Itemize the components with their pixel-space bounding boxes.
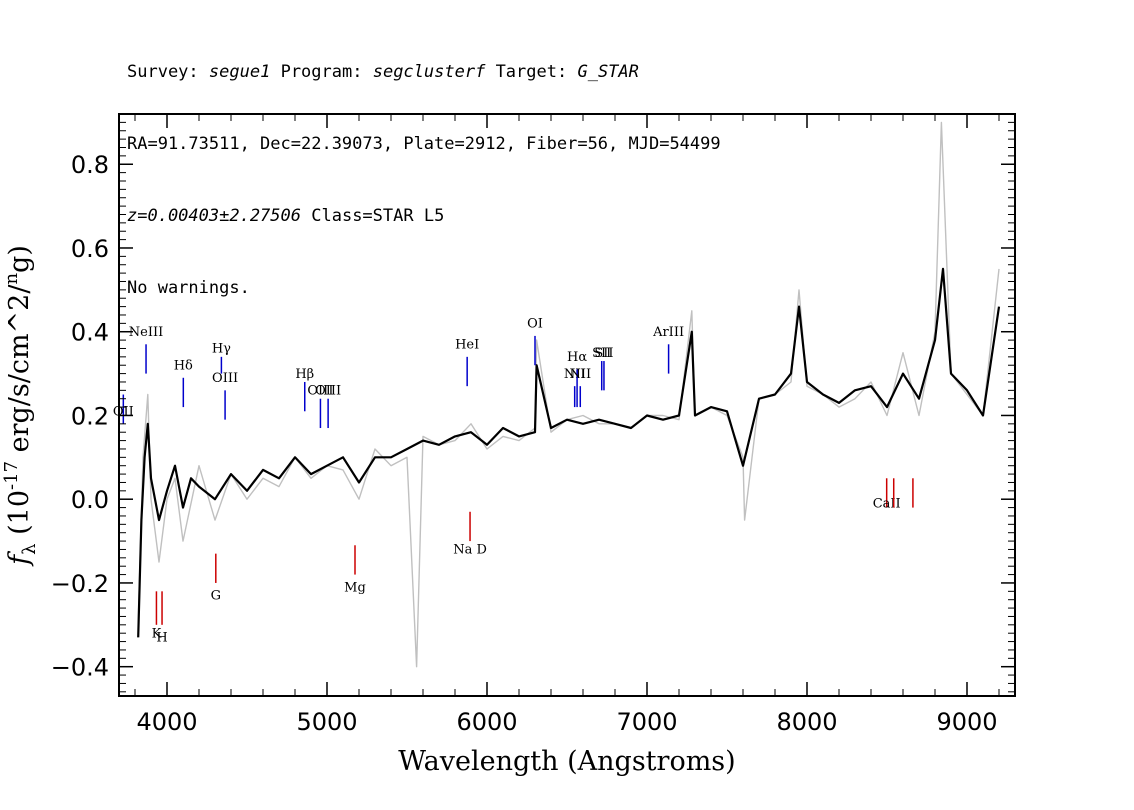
program-value: segclusterf bbox=[372, 62, 486, 82]
x-tick-label: 6000 bbox=[456, 708, 517, 736]
y-tick-label: 0.2 bbox=[71, 402, 109, 430]
spectral-line-label: NII bbox=[564, 367, 586, 382]
y-axis-title-part: erg/s/cm^2/ bbox=[4, 284, 35, 461]
spectral-line-label: OI bbox=[527, 317, 543, 332]
smoothed-flux-layer bbox=[137, 267, 1001, 638]
spectral-line-label: Hδ bbox=[174, 358, 193, 373]
raw-flux-line bbox=[137, 121, 1000, 668]
redshift-line: z=0.00403±2.27506 Class=STAR L5 bbox=[127, 204, 721, 228]
smoothed-flux-line bbox=[137, 267, 1001, 638]
spectral-line-label: NeIII bbox=[129, 325, 163, 340]
spectral-line-label: Hγ bbox=[212, 342, 231, 357]
spectral-line-label: Na D bbox=[453, 543, 487, 558]
class-value: Class=STAR L5 bbox=[311, 206, 445, 226]
x-tick-label: 7000 bbox=[616, 708, 677, 736]
y-tick-label: −0.2 bbox=[51, 570, 109, 598]
x-tick-label: 5000 bbox=[296, 708, 357, 736]
survey-label: Survey: bbox=[127, 62, 199, 82]
coords-line: RA=91.73511, Dec=22.39073, Plate=2912, F… bbox=[127, 134, 721, 154]
y-tick-label: 0.6 bbox=[71, 235, 109, 263]
y-axis-title-part: n bbox=[1, 273, 22, 285]
spectral-line-label: K bbox=[152, 626, 162, 641]
y-axis-title-part: λ bbox=[19, 543, 40, 554]
spectral-line-label: OIII bbox=[307, 384, 333, 399]
survey-value: segue1 bbox=[208, 62, 271, 82]
spectral-line-label: NII bbox=[569, 367, 591, 382]
x-axis-title: Wavelength (Angstroms) bbox=[398, 746, 735, 777]
spectral-line-label: SII bbox=[594, 346, 613, 361]
spectral-line-label: HeI bbox=[455, 337, 479, 352]
y-axis-title-part: g) bbox=[4, 245, 35, 273]
axis-ticks: 4000 5000 6000 7000 8000 9000 −0.4 −0.2 0.0 0.2 0.… bbox=[51, 113, 1015, 736]
spectral-line-label: CaII bbox=[873, 497, 901, 512]
spectral-line-label: G bbox=[211, 589, 221, 604]
raw-flux-layer bbox=[137, 121, 1000, 668]
x-tick-label: 4000 bbox=[136, 708, 197, 736]
y-axis-title-part: f bbox=[4, 551, 35, 567]
spectrum-header: Survey: segue1 Program: segclusterf Targ… bbox=[127, 12, 721, 324]
spectral-line-label: ArIII bbox=[652, 325, 684, 340]
x-tick-label: 8000 bbox=[776, 708, 837, 736]
spectral-line-label: Mg bbox=[344, 580, 366, 595]
y-axis-title-part: -17 bbox=[1, 461, 22, 490]
y-axis-title: fλ (10-17 erg/s/cm^2/ng) bbox=[1, 245, 40, 567]
spectral-line-label: Hα bbox=[567, 350, 587, 365]
y-tick-label: −0.4 bbox=[51, 654, 109, 682]
spectral-line-label: H bbox=[156, 631, 167, 646]
survey-line: Survey: segue1 Program: segclusterf Targ… bbox=[127, 60, 721, 84]
y-tick-label: 0.4 bbox=[71, 319, 109, 347]
spectral-line-label: SII bbox=[592, 346, 611, 361]
spectral-line-label: Hβ bbox=[295, 367, 314, 382]
y-axis-title-part: (10 bbox=[4, 490, 35, 543]
target-value: G_STAR bbox=[577, 62, 639, 82]
y-tick-label: 0.0 bbox=[71, 486, 109, 514]
x-tick-label: 9000 bbox=[936, 708, 997, 736]
redshift-value: z=0.00403±2.27506 bbox=[127, 206, 301, 226]
plot-frame bbox=[118, 113, 1016, 697]
y-tick-label: 0.8 bbox=[71, 151, 109, 179]
target-label: Target: bbox=[495, 62, 568, 82]
program-label: Program: bbox=[280, 62, 363, 82]
spectral-line-label: OIII bbox=[212, 371, 238, 386]
spectral-line-label: OIII bbox=[315, 384, 341, 399]
warnings-line: No warnings. bbox=[127, 278, 250, 298]
